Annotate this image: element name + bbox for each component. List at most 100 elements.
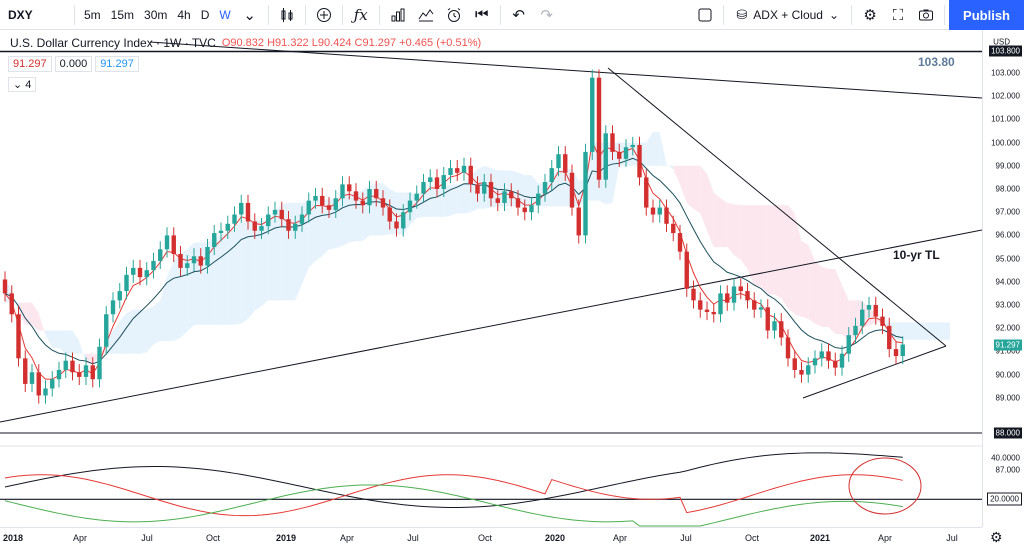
candle-body [77,372,82,377]
ichimoku-cloud [79,340,86,363]
legend-values: 91.297 0.000 91.297 [8,56,139,72]
interval-d[interactable]: D [200,7,210,22]
ichimoku-cloud [261,220,269,307]
ichimoku-cloud [65,330,73,354]
ichimoku-cloud [160,277,167,341]
legend-collapse-button[interactable]: ⌄ 4 [8,77,37,92]
toolbar-divider [944,5,946,25]
ichimoku-cloud [781,205,788,309]
candle-body [320,195,325,206]
price-chart[interactable] [0,30,982,527]
candle-body [306,200,311,215]
ichimoku-cloud [754,205,761,287]
candle-body [137,267,143,278]
gear-icon[interactable]: ⚙ [990,529,1003,545]
ichimoku-cloud [923,322,930,340]
candle-body [880,316,885,326]
undo-icon[interactable]: ↶ [512,6,525,24]
candle-body [455,168,460,173]
candle-body [131,267,136,275]
price-tick: 103.000 [991,68,1020,78]
candle-body [873,305,878,317]
alert-icon[interactable] [440,0,468,30]
time-axis[interactable]: 2018 Apr Jul Oct 2019 Apr Jul Oct 2020 Apr Jul Oct 2… [0,527,982,549]
price-tick: 99.000 [995,161,1020,171]
symbol-search[interactable]: DXY [8,7,33,22]
candles-icon[interactable] [273,0,301,30]
price-tick: 93.000 [995,300,1020,310]
ichimoku-cloud [315,199,323,261]
fx-icon[interactable]: ƒx [353,5,368,24]
candle-body [819,351,824,359]
candle-body [590,77,595,152]
candle-body [2,279,8,294]
interval-30m[interactable]: 30m [144,7,168,22]
candle-body [900,344,905,357]
square-icon[interactable] [691,0,719,30]
time-tick: 2018 [2,533,24,543]
candle-body [731,286,737,303]
chevron-down-icon[interactable]: ⌄ [243,6,256,24]
time-tick: Jul [946,533,958,543]
price-axis[interactable]: USD 103.000 102.000 101.000 100.000 99.000 98… [982,30,1024,527]
candle-body [448,168,453,176]
ichimoku-cloud [173,253,181,341]
candle-body [752,300,757,310]
interval-15m[interactable]: 15m [110,7,135,22]
ichimoku-cloud [167,260,174,341]
candle-body [117,291,122,301]
ichimoku-cloud [308,199,316,268]
time-tick: Apr [72,533,88,543]
ichimoku-cloud [180,249,188,338]
candle-body [144,270,149,278]
indicator-template-dropdown[interactable]: ⛁ ADX + Cloud ⌄ [728,7,847,23]
interval-5m[interactable]: 5m [84,7,101,22]
toolbar-divider [267,4,269,25]
price-tick: 97.000 [995,207,1020,217]
ichimoku-cloud [241,221,248,324]
indicators-icon[interactable] [412,0,440,30]
publish-button[interactable]: Publish [949,0,1024,30]
adx-tick: 40.0000 [991,453,1020,463]
time-tick: Jul [680,533,692,543]
interval-4h[interactable]: 4h [177,7,191,22]
candle-body [212,233,217,247]
fullscreen-icon[interactable]: ⛶ [892,6,904,24]
ichimoku-cloud [153,300,161,345]
ichimoku-cloud [774,205,782,299]
redo-icon[interactable]: ↷ [540,6,553,24]
ichimoku-cloud [666,164,674,170]
gear-icon[interactable]: ⚙ [863,7,877,24]
candle-body [191,256,197,264]
plus-circle-icon[interactable] [310,0,338,30]
candle-body [866,305,872,310]
candle-body [758,307,764,310]
ichimoku-cloud [734,204,741,260]
camera-icon[interactable] [912,0,940,30]
replay-icon[interactable]: ⏮ [474,6,489,23]
di-plus-line [4,484,903,527]
candle-body [738,286,743,292]
ichimoku-cloud [761,205,768,295]
di-minus-line [4,474,903,517]
candle-body [259,226,264,231]
candle-body [394,221,399,229]
candle-body [293,223,298,231]
ichimoku-cloud [916,322,923,340]
resistance-price-label: 103.80 [918,55,955,69]
candle-body [340,184,345,199]
candle-body [623,147,629,159]
ichimoku-cloud [457,183,464,214]
bar-chart-icon[interactable] [384,0,412,30]
toolbar-divider [851,5,853,25]
candle-body [326,205,332,210]
candle-body [509,191,514,199]
candle-body [799,369,804,375]
candle-body [9,293,14,315]
interval-w[interactable]: W [219,7,231,22]
candle-body [218,230,224,234]
ichimoku-cloud [254,220,262,311]
ichimoku-cloud [38,313,46,336]
candle-body [434,177,440,189]
candle-body [792,358,797,370]
